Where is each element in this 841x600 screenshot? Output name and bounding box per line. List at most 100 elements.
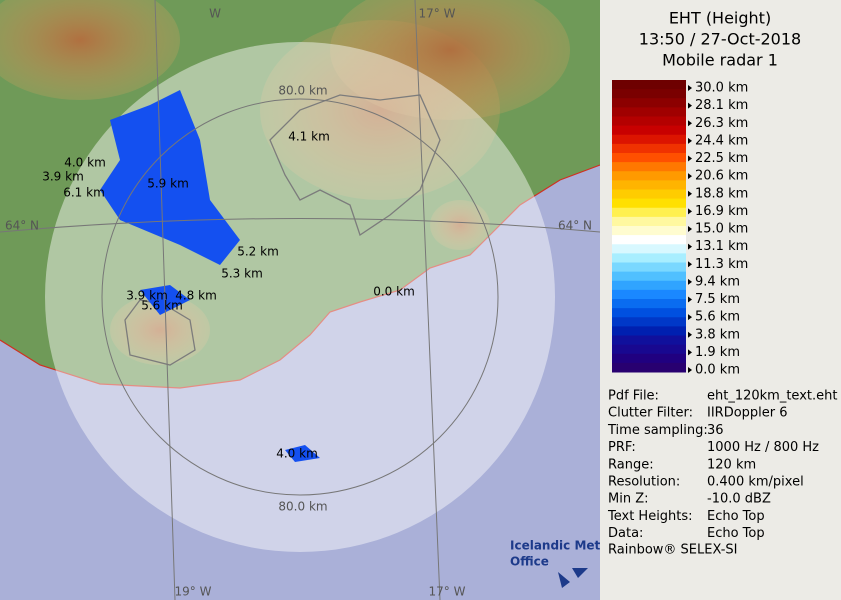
info-key: Pdf File: [608, 389, 659, 404]
scale-tick [688, 120, 692, 127]
scale-swatch [612, 116, 686, 127]
scale-swatch [612, 362, 686, 373]
panel-title: Mobile radar 1 [662, 51, 778, 70]
range-ring [101, 98, 499, 496]
scale-tick [688, 102, 692, 109]
logo-text: Office [510, 555, 549, 569]
scale-label: 1.9 km [695, 345, 740, 360]
scale-label: 26.3 km [695, 116, 748, 131]
graticule [0, 0, 600, 600]
info-value: Echo Top [707, 526, 765, 541]
highland [0, 0, 180, 100]
grid-label: 64° N [558, 219, 592, 233]
echo-label: 5.9 km [147, 177, 189, 191]
echo-label: 3.9 km [42, 170, 84, 184]
panel-title: EHT (Height) [669, 9, 771, 28]
scale-swatch [612, 98, 686, 108]
range-label: 80.0 km [278, 84, 327, 98]
scale-swatch [612, 317, 686, 327]
scale-swatch [612, 262, 686, 273]
scale-swatch [612, 244, 686, 254]
scale-tick [688, 331, 692, 338]
echo-label: 0.0 km [373, 285, 415, 299]
info-value: 36 [707, 423, 724, 438]
grid-label: 19° W [175, 585, 212, 599]
scale-label: 24.4 km [695, 133, 748, 148]
scale-tick [688, 85, 692, 91]
info-value: IIRDoppler 6 [707, 406, 788, 421]
scale-swatch [612, 143, 686, 154]
footer: Rainbow® SELEX-SI [608, 543, 738, 558]
scale-label: 5.6 km [695, 310, 740, 325]
echo-label: 4.1 km [288, 130, 330, 144]
scale-label: 16.9 km [695, 204, 748, 219]
highland [110, 295, 210, 365]
grid-label: W [209, 7, 221, 21]
scale-swatch [612, 189, 686, 200]
scale-swatch [612, 207, 686, 218]
info-key: Resolution: [608, 475, 680, 490]
scale-swatch [612, 198, 686, 209]
scale-swatch [612, 271, 686, 282]
highland [430, 200, 490, 250]
scale-swatch [612, 326, 686, 336]
echo-label: 4.0 km [64, 156, 106, 170]
echo-label: 5.6 km [141, 299, 183, 313]
info-key: Time sampling: [607, 423, 708, 438]
scale-tick [688, 226, 692, 232]
grid-label: 64° N [5, 219, 39, 233]
scale-label: 22.5 km [695, 151, 748, 166]
scale-tick [688, 278, 692, 285]
info-key: Clutter Filter: [608, 406, 693, 421]
glacier-outline [269, 94, 441, 237]
scale-tick [688, 155, 692, 162]
scale-tick [688, 296, 692, 303]
scale-tick [688, 190, 692, 197]
scale-label: 13.1 km [695, 239, 748, 254]
scale-label: 9.4 km [695, 274, 740, 289]
scale-swatch [612, 299, 686, 309]
info-value: eht_120km_text.eht [707, 389, 837, 404]
scale-tick [688, 314, 692, 321]
range-label: 80.0 km [278, 500, 327, 514]
scale-swatch [612, 226, 686, 236]
scale-swatch [612, 335, 686, 346]
scale-tick [688, 208, 692, 215]
info-key: Range: [608, 457, 654, 472]
scale-swatch [612, 80, 686, 90]
echo-label: 5.2 km [237, 245, 279, 259]
info-key: PRF: [608, 440, 636, 455]
scale-label: 30.0 km [695, 81, 748, 96]
info-key: Min Z: [608, 492, 649, 507]
scale-label: 28.1 km [695, 98, 748, 113]
logo-mark [558, 568, 588, 588]
info-value: 0.400 km/pixel [707, 475, 804, 490]
scale-swatch [612, 180, 686, 190]
info-value: -10.0 dBZ [707, 492, 771, 507]
scale-swatch [612, 134, 686, 145]
scale-label: 15.0 km [695, 222, 748, 237]
echo-label: 4.0 km [276, 447, 318, 461]
info-value: Echo Top [707, 509, 765, 524]
echo-label: 3.9 km [126, 289, 168, 303]
logo-text: Icelandic Met [510, 539, 601, 553]
scale-label: 7.5 km [695, 292, 740, 307]
scale-tick [688, 243, 692, 250]
info-value: 120 km [707, 457, 756, 472]
map: W 17° W 64° N 64° N 19° W 17° W 80.0 km 80.0 km… [0, 0, 601, 600]
grid-label: 17° W [429, 585, 466, 599]
scale-tick [688, 261, 692, 268]
echo-label: 5.3 km [221, 267, 263, 281]
scale-label: 3.8 km [695, 327, 740, 342]
scale-tick [688, 349, 692, 356]
scale-tick [688, 137, 692, 144]
scale-swatch [612, 125, 686, 136]
scale-swatch [612, 162, 686, 172]
panel-title: 13:50 / 27-Oct-2018 [639, 30, 801, 49]
echo [285, 445, 320, 462]
info-key: Data: [608, 526, 643, 541]
scale-swatch [612, 344, 686, 355]
scale-swatch [612, 280, 686, 291]
echo [100, 90, 240, 265]
